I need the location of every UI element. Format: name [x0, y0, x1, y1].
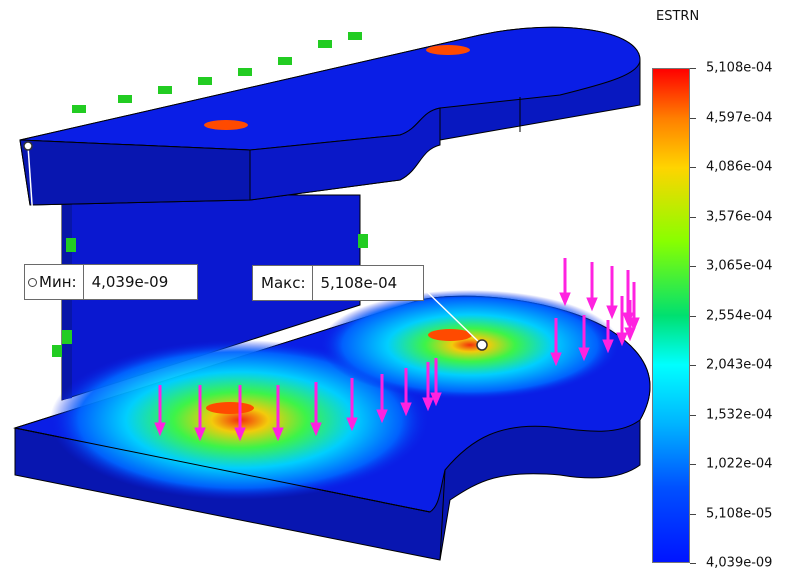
legend-tick-mark [690, 414, 696, 416]
legend-tick-label: 1,532e-04 [706, 407, 773, 422]
load-arrows [154, 258, 640, 442]
load-arrow-head [154, 422, 166, 437]
legend-tick-mark [690, 117, 696, 119]
probe-leaders [23, 141, 488, 351]
legend-tick-mark [690, 365, 696, 366]
load-arrow-head [376, 409, 388, 424]
legend-tick-label: 3,065e-04 [706, 258, 773, 274]
max-probe-value: 5,108e-04 [320, 274, 398, 292]
hotspot-markers [204, 45, 472, 414]
min-probe-label: Мин: [25, 265, 84, 299]
max-probe-label: Макс: [253, 266, 313, 300]
legend-tick-mark [690, 266, 696, 267]
legend-tick-label: 4,086e-04 [706, 159, 773, 175]
load-arrow-head [422, 397, 434, 412]
legend-tick-label: 2,043e-04 [706, 357, 773, 373]
load-arrow-head [586, 297, 598, 312]
load-arrow-head [346, 417, 358, 432]
load-arrow-head [194, 427, 206, 442]
legend-tick-label: 5,108e-04 [706, 60, 773, 76]
probe-pin-icon [28, 278, 37, 287]
legend-tick-mark [690, 68, 696, 69]
legend-tick-label: 4,597e-04 [706, 110, 773, 125]
legend-tick-label: 4,039e-09 [706, 555, 773, 571]
load-arrow-head [624, 327, 636, 342]
color-legend-bar [652, 68, 690, 563]
legend-tick-mark [690, 216, 696, 218]
max-probe-callout[interactable]: Макс: 5,108e-04 [252, 265, 424, 301]
load-arrow-head [234, 427, 246, 442]
load-arrow-head [602, 339, 614, 354]
load-arrow-head [578, 347, 590, 362]
legend-tick-mark [690, 513, 696, 515]
min-probe-value: 4,039e-09 [91, 273, 169, 291]
legend-tick-label: 3,576e-04 [706, 209, 773, 224]
legend-tick-mark [690, 167, 696, 168]
load-arrow-head [310, 422, 322, 437]
min-label-text: Мин: [39, 273, 77, 291]
legend-title: ESTRN [656, 9, 700, 24]
max-label-text: Макс: [261, 274, 306, 292]
top-plate [19, 26, 641, 206]
load-arrow-head [272, 427, 284, 442]
legend-tick-mark [690, 315, 696, 317]
load-arrow-head [559, 292, 571, 307]
legend-tick-mark [690, 464, 696, 465]
min-probe-callout[interactable]: Мин: 4,039e-09 [24, 264, 198, 300]
load-arrow-head [616, 332, 628, 347]
legend-tick-mark [690, 563, 696, 564]
legend-tick-label: 5,108e-05 [706, 506, 773, 521]
legend-tick-label: 2,554e-04 [706, 308, 773, 323]
load-arrow-head [430, 392, 442, 407]
legend-tick-label: 1,022e-04 [706, 456, 773, 472]
load-arrow-head [400, 402, 412, 417]
load-arrow-head [550, 352, 562, 367]
fixture-markers [52, 32, 368, 357]
load-arrow-head [606, 305, 618, 320]
